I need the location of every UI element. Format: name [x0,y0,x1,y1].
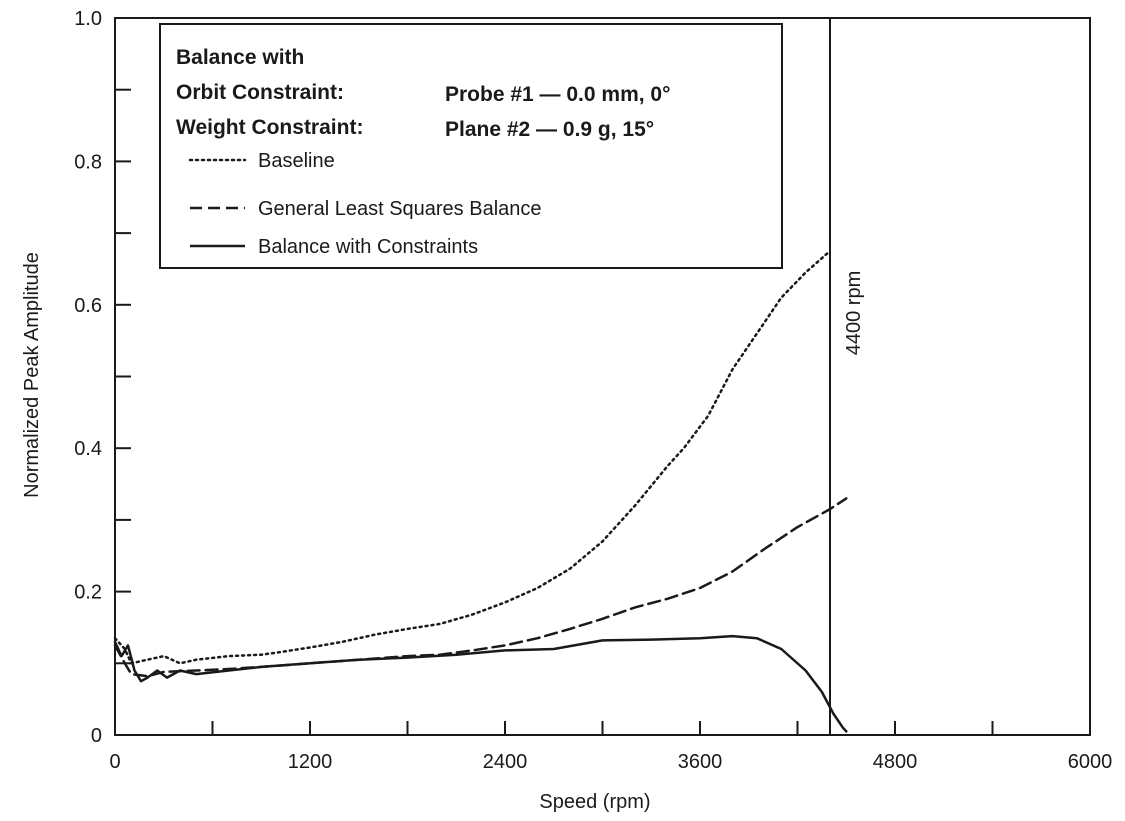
x-tick-label: 6000 [1068,751,1113,773]
x-tick-label: 3600 [678,751,723,773]
annotations: 4400 rpm [829,18,865,735]
x-tick-label: 1200 [288,751,333,773]
legend: Balance with Orbit Constraint: Probe #1 … [159,23,783,269]
legend-label-baseline: Baseline [258,150,335,172]
legend-box [159,23,783,269]
legend-label-least-squares: General Least Squares Balance [258,198,542,220]
y-tick-label: 0.8 [74,151,102,173]
legend-weight-value: Plane #2 — 0.9 g, 15° [445,118,654,141]
x-tick-label: 2400 [483,751,528,773]
series-line-baseline [113,249,832,665]
legend-orbit-value: Probe #1 — 0.0 mm, 0° [445,83,671,106]
y-tick-label: 0.4 [74,438,102,460]
reference-line-label: 4400 rpm [843,271,865,356]
y-tick-label: 0.2 [74,582,102,604]
y-tick-label: 0 [91,725,102,747]
legend-orbit-label: Orbit Constraint: [176,81,344,104]
x-axis-label: Speed (rpm) [539,791,650,813]
x-tick-label: 0 [109,751,120,773]
series-lines [113,249,848,733]
series-line-balance-with-constraints [113,634,848,733]
series-line-general-least-squares-balance [113,497,848,678]
axis-ticks: 0 1200 2400 3600 4800 6000 0 0.2 0.4 0.6 0.8 1.0 [74,8,1112,773]
y-axis-label: Normalized Peak Amplitude [21,252,43,498]
legend-weight-label: Weight Constraint: [176,116,363,139]
x-tick-label: 4800 [873,751,918,773]
y-tick-label: 1.0 [74,8,102,30]
y-tick-label: 0.6 [74,295,102,317]
legend-label-constraints: Balance with Constraints [258,236,478,258]
legend-heading: Balance with [176,46,304,69]
